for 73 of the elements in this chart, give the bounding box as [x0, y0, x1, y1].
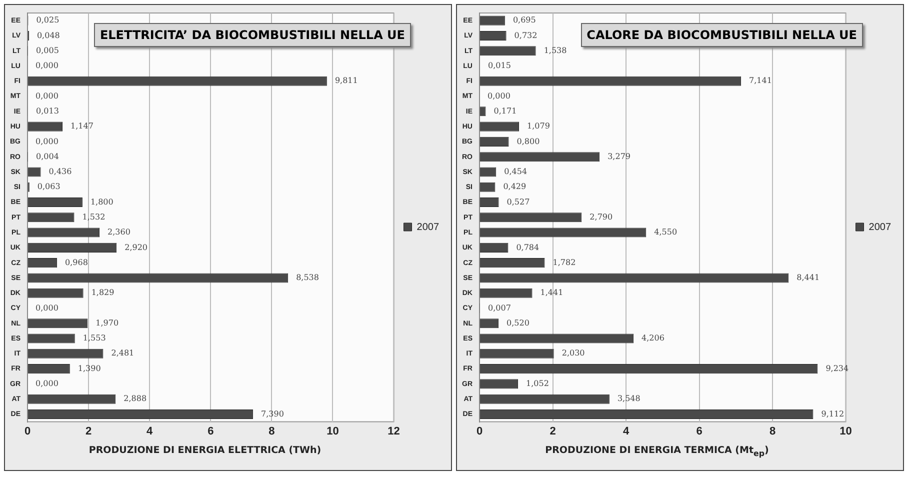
data-label: 0,527 — [506, 197, 530, 206]
data-label: 0,429 — [503, 182, 526, 192]
data-label: 0,007 — [488, 303, 511, 312]
data-label: 9,811 — [334, 76, 358, 86]
data-label: 1,390 — [78, 364, 101, 373]
data-label: 0,800 — [516, 136, 540, 146]
x-tick-label: 8 — [268, 425, 275, 438]
data-label: 0,000 — [36, 136, 58, 146]
data-label: 9,112 — [821, 409, 844, 418]
data-label: 0,968 — [65, 258, 88, 267]
x-tick-label: 4 — [622, 425, 630, 438]
x-tick-label: 0 — [24, 425, 31, 438]
x-tick-label: 10 — [840, 425, 852, 438]
data-label: 4,206 — [642, 334, 664, 343]
data-label: 0,000 — [36, 303, 58, 312]
data-label: 2,888 — [124, 394, 147, 404]
x-tick-label: 8 — [769, 425, 776, 438]
legend-label: 2007 — [868, 222, 892, 233]
data-label: 0,048 — [36, 30, 60, 40]
data-label: 1,782 — [552, 258, 576, 267]
x-axis-title: PRODUZIONE DI ENERGIA TERMICA (Mt$_{ep}$) — [544, 445, 770, 458]
data-label: 0,000 — [36, 91, 58, 100]
data-label: 1,829 — [91, 288, 114, 298]
data-label: 1,079 — [527, 122, 550, 131]
data-label: 2,790 — [590, 212, 613, 222]
data-label: 8,538 — [296, 273, 319, 282]
data-label: 0,000 — [36, 61, 58, 70]
data-label: 0,000 — [36, 379, 58, 388]
data-label: 2,360 — [108, 228, 130, 237]
data-label: 0,025 — [36, 16, 60, 25]
data-label: 7,141 — [749, 76, 772, 86]
data-label: 0,015 — [488, 61, 511, 70]
data-label: 0,695 — [512, 16, 536, 25]
x-tick-label: 2 — [85, 425, 92, 438]
data-label: 2,030 — [562, 348, 585, 358]
x-tick-label: 0 — [476, 425, 483, 438]
data-label: 0,004 — [36, 152, 59, 161]
x-tick-label: 6 — [208, 425, 214, 438]
x-axis-title: PRODUZIONE DI ENERGIA ELETTRICA (TWh) — [88, 445, 322, 456]
data-label: 1,147 — [70, 122, 94, 131]
data-label: 0,732 — [514, 30, 538, 40]
text: ELETTRICITA’ DA BIOCOMBUSTIBILI NELLA UE — [94, 23, 411, 47]
data-label: 0,784 — [516, 242, 540, 252]
data-label: 1,052 — [526, 379, 549, 388]
x-tick-label: 2 — [550, 425, 556, 438]
data-label: 1,538 — [544, 46, 567, 55]
data-label: 0,005 — [36, 46, 59, 55]
data-label: 0,000 — [488, 91, 510, 100]
data-label: 0,520 — [506, 318, 530, 328]
data-label: 8,441 — [796, 273, 820, 282]
x-tick-label: 12 — [388, 425, 400, 438]
text: CALORE DA BIOCOMBUSTIBILI NELLA UE — [580, 23, 863, 47]
data-label: 2,481 — [111, 348, 134, 358]
data-label: 1,532 — [82, 212, 106, 222]
x-tick-label: 4 — [146, 425, 154, 438]
data-label: 0,013 — [36, 106, 59, 116]
data-label: 9,234 — [826, 364, 849, 373]
data-label: 0,436 — [48, 167, 72, 176]
data-label: 1,553 — [82, 334, 106, 343]
data-label: 7,390 — [261, 409, 284, 418]
legend-label: 2007 — [416, 222, 440, 233]
data-label: 3,279 — [608, 152, 630, 161]
data-label: 1,970 — [96, 318, 119, 328]
x-tick-label: 6 — [696, 425, 702, 438]
data-label: 4,550 — [654, 228, 678, 237]
data-label: 0,063 — [37, 182, 60, 192]
x-tick-label: 10 — [326, 425, 339, 438]
data-label: 1,441 — [540, 288, 564, 298]
data-label: 0,171 — [494, 106, 517, 116]
data-label: 1,800 — [90, 197, 114, 206]
data-label: 3,548 — [617, 394, 640, 404]
data-label: 0,454 — [504, 167, 528, 176]
data-label: 2,920 — [124, 242, 148, 252]
